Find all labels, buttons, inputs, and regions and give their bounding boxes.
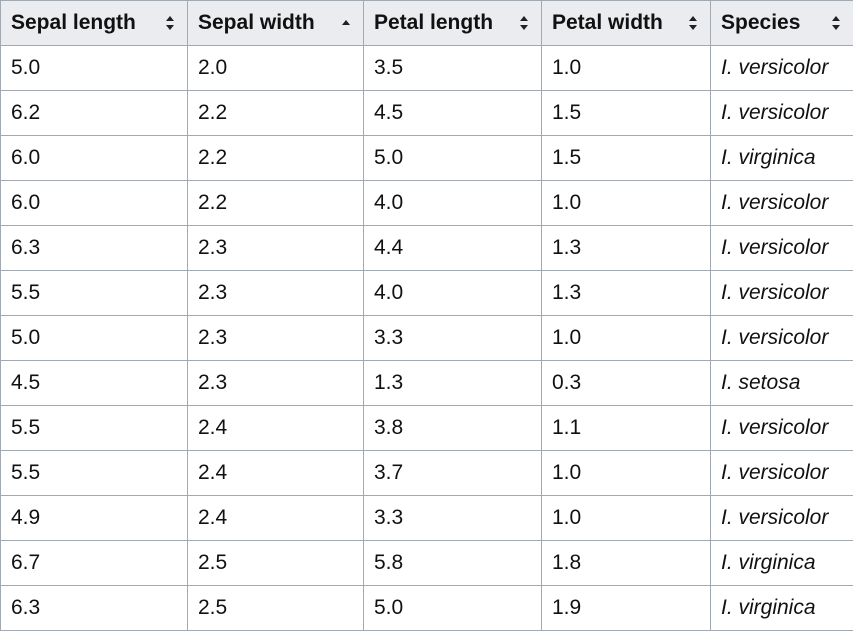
cell-species: I. virginica (710, 135, 853, 181)
cell-sepal-width: 2.2 (187, 135, 364, 181)
cell-petal-length: 3.3 (363, 315, 542, 361)
cell-sepal-length: 5.5 (0, 405, 188, 451)
column-header-petal-length[interactable]: Petal length (363, 0, 542, 46)
cell-species: I. versicolor (710, 45, 853, 91)
column-header-label: Sepal length (11, 11, 136, 35)
cell-species: I. versicolor (710, 225, 853, 271)
cell-sepal-length: 5.0 (0, 315, 188, 361)
cell-sepal-length: 6.2 (0, 90, 188, 136)
cell-species: I. virginica (710, 585, 853, 631)
cell-species: I. setosa (710, 360, 853, 406)
table-row: 4.9 2.4 3.3 1.0 I. versicolor (0, 495, 853, 541)
cell-sepal-width: 2.4 (187, 405, 364, 451)
sort-both-arrows-icon[interactable] (831, 15, 841, 31)
table-row: 6.0 2.2 5.0 1.5 I. virginica (0, 135, 853, 181)
cell-petal-width: 1.3 (541, 270, 711, 316)
cell-sepal-length: 5.5 (0, 270, 188, 316)
cell-sepal-width: 2.0 (187, 45, 364, 91)
column-header-sepal-width[interactable]: Sepal width (187, 0, 364, 46)
cell-petal-length: 1.3 (363, 360, 542, 406)
cell-petal-length: 4.5 (363, 90, 542, 136)
cell-petal-length: 3.8 (363, 405, 542, 451)
cell-species: I. versicolor (710, 315, 853, 361)
cell-petal-width: 1.1 (541, 405, 711, 451)
column-header-label: Species (721, 11, 801, 35)
cell-sepal-width: 2.4 (187, 450, 364, 496)
cell-petal-width: 1.0 (541, 315, 711, 361)
sort-ascending-arrow-icon[interactable] (341, 15, 351, 31)
cell-species: I. versicolor (710, 495, 853, 541)
cell-sepal-length: 6.3 (0, 225, 188, 271)
table-row: 5.5 2.4 3.8 1.1 I. versicolor (0, 405, 853, 451)
cell-petal-width: 1.8 (541, 540, 711, 586)
cell-petal-width: 0.3 (541, 360, 711, 406)
cell-species: I. virginica (710, 540, 853, 586)
cell-petal-length: 3.3 (363, 495, 542, 541)
column-header-species[interactable]: Species (710, 0, 853, 46)
cell-petal-width: 1.9 (541, 585, 711, 631)
sort-both-arrows-icon[interactable] (688, 15, 698, 31)
cell-sepal-width: 2.3 (187, 225, 364, 271)
table-row: 5.5 2.4 3.7 1.0 I. versicolor (0, 450, 853, 496)
cell-sepal-length: 6.7 (0, 540, 188, 586)
table-row: 5.5 2.3 4.0 1.3 I. versicolor (0, 270, 853, 316)
column-header-petal-width[interactable]: Petal width (541, 0, 711, 46)
cell-sepal-length: 5.5 (0, 450, 188, 496)
cell-sepal-width: 2.2 (187, 180, 364, 226)
cell-sepal-width: 2.2 (187, 90, 364, 136)
column-header-sepal-length[interactable]: Sepal length (0, 0, 188, 46)
cell-sepal-length: 4.9 (0, 495, 188, 541)
column-header-label: Sepal width (198, 11, 315, 35)
cell-petal-width: 1.0 (541, 180, 711, 226)
cell-sepal-width: 2.4 (187, 495, 364, 541)
cell-species: I. versicolor (710, 405, 853, 451)
cell-petal-length: 5.0 (363, 135, 542, 181)
cell-sepal-length: 5.0 (0, 45, 188, 91)
cell-sepal-length: 4.5 (0, 360, 188, 406)
table-row: 4.5 2.3 1.3 0.3 I. setosa (0, 360, 853, 406)
cell-petal-length: 5.8 (363, 540, 542, 586)
sort-both-arrows-icon[interactable] (519, 15, 529, 31)
cell-sepal-width: 2.3 (187, 360, 364, 406)
cell-petal-width: 1.5 (541, 90, 711, 136)
table-row: 6.2 2.2 4.5 1.5 I. versicolor (0, 90, 853, 136)
table-header: Sepal length Sepal width Petal length (0, 0, 853, 46)
cell-petal-length: 4.4 (363, 225, 542, 271)
cell-species: I. versicolor (710, 270, 853, 316)
cell-petal-length: 5.0 (363, 585, 542, 631)
header-row: Sepal length Sepal width Petal length (0, 0, 853, 46)
cell-species: I. versicolor (710, 450, 853, 496)
table-row: 6.3 2.5 5.0 1.9 I. virginica (0, 585, 853, 631)
cell-petal-length: 3.7 (363, 450, 542, 496)
cell-species: I. versicolor (710, 180, 853, 226)
cell-petal-width: 1.0 (541, 495, 711, 541)
cell-petal-length: 4.0 (363, 180, 542, 226)
cell-petal-length: 3.5 (363, 45, 542, 91)
cell-species: I. versicolor (710, 90, 853, 136)
table-body: 5.0 2.0 3.5 1.0 I. versicolor 6.2 2.2 4.… (0, 45, 853, 631)
cell-petal-width: 1.5 (541, 135, 711, 181)
cell-petal-width: 1.3 (541, 225, 711, 271)
cell-petal-width: 1.0 (541, 45, 711, 91)
column-header-label: Petal length (374, 11, 494, 35)
cell-sepal-width: 2.5 (187, 585, 364, 631)
cell-sepal-length: 6.3 (0, 585, 188, 631)
sort-both-arrows-icon[interactable] (165, 15, 175, 31)
cell-sepal-length: 6.0 (0, 180, 188, 226)
column-header-label: Petal width (552, 11, 663, 35)
cell-sepal-length: 6.0 (0, 135, 188, 181)
cell-sepal-width: 2.3 (187, 270, 364, 316)
cell-petal-width: 1.0 (541, 450, 711, 496)
cell-petal-length: 4.0 (363, 270, 542, 316)
cell-sepal-width: 2.5 (187, 540, 364, 586)
table-row: 5.0 2.3 3.3 1.0 I. versicolor (0, 315, 853, 361)
table-row: 6.0 2.2 4.0 1.0 I. versicolor (0, 180, 853, 226)
table-row: 6.7 2.5 5.8 1.8 I. virginica (0, 540, 853, 586)
table-row: 5.0 2.0 3.5 1.0 I. versicolor (0, 45, 853, 91)
table-row: 6.3 2.3 4.4 1.3 I. versicolor (0, 225, 853, 271)
cell-sepal-width: 2.3 (187, 315, 364, 361)
